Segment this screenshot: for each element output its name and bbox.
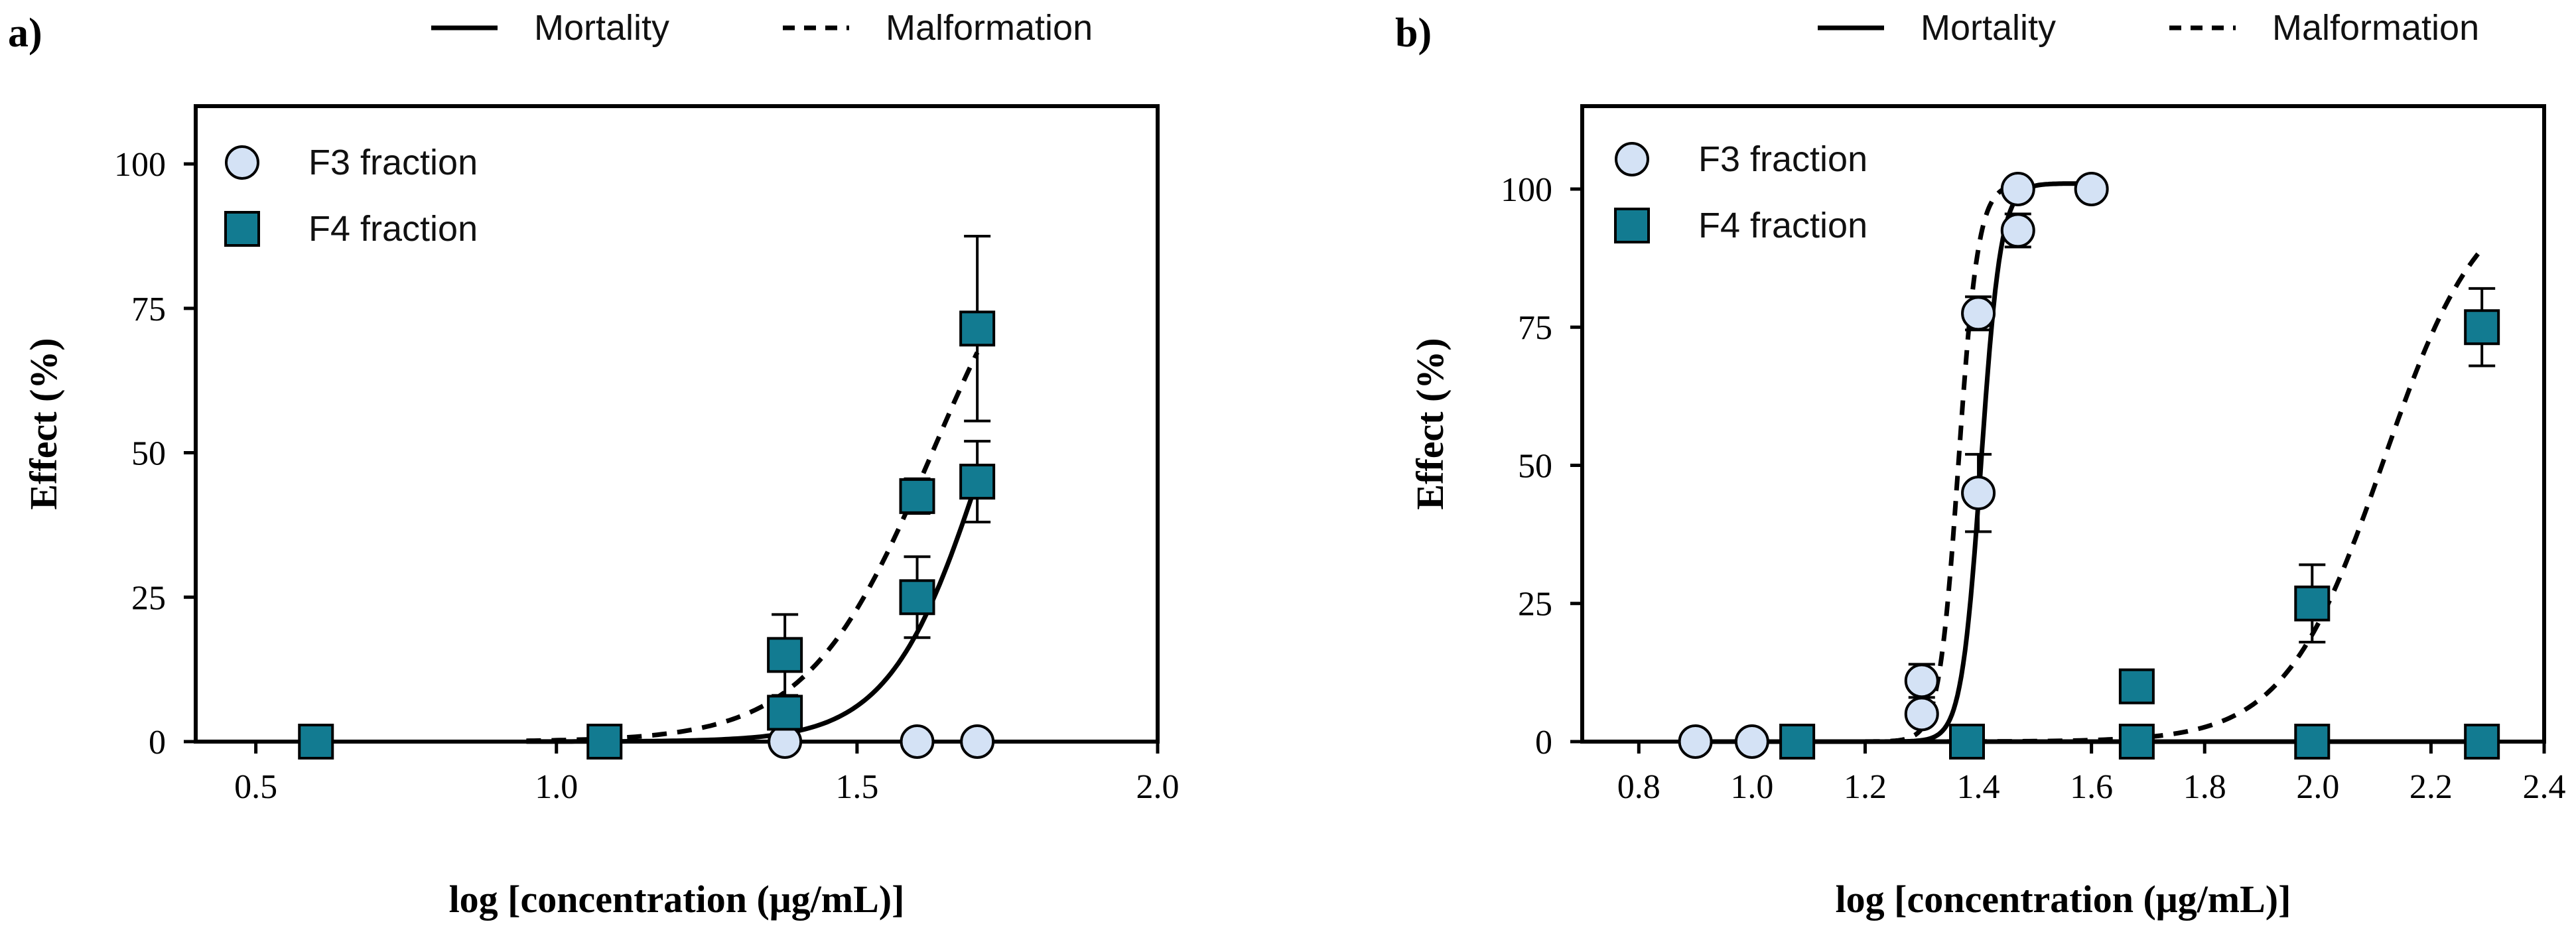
plot-frame <box>1580 104 2546 744</box>
y-tick-label: 25 <box>1518 586 1552 624</box>
x-tick-label: 2.2 <box>2409 768 2453 806</box>
legend-label-circle: F3 fraction <box>308 143 478 182</box>
x-tick-label: 0.5 <box>234 768 277 806</box>
x-axis-title: log [concentration (μg/mL)] <box>1836 878 2291 921</box>
data-point-square <box>1779 724 1816 760</box>
x-tick-label: 2.4 <box>2523 768 2566 806</box>
data-point-square <box>2294 585 2331 622</box>
legend-label-square: F4 fraction <box>1698 206 1867 245</box>
x-tick-label: 1.0 <box>1730 768 1773 806</box>
data-point-square <box>899 579 935 616</box>
y-tick-label: 100 <box>114 146 166 184</box>
x-tick-label: 1.2 <box>1844 768 1887 806</box>
data-point-circle <box>1904 663 1939 698</box>
data-point-square <box>2118 668 2155 704</box>
legend-marker-circle <box>1615 142 1649 176</box>
data-point-square <box>959 310 996 347</box>
fit-curve-dashed <box>1921 247 2484 744</box>
data-point-circle <box>2074 171 2109 206</box>
legend-label-solid: Mortality <box>1921 8 2056 48</box>
data-point-circle <box>2000 213 2035 248</box>
data-point-square <box>767 695 803 731</box>
legend-marker-square <box>224 211 260 247</box>
data-point-square <box>2464 724 2500 760</box>
y-tick-label: 75 <box>131 291 166 328</box>
data-point-square <box>767 637 803 673</box>
x-tick-label: 2.0 <box>1136 768 1180 806</box>
data-point-circle <box>1961 476 1996 511</box>
x-axis-title: log [concentration (μg/mL)] <box>449 878 905 921</box>
x-tick-label: 1.6 <box>2070 768 2113 806</box>
data-point-square <box>2294 724 2331 760</box>
y-tick-label: 50 <box>131 435 166 473</box>
panel-label: a) <box>8 11 42 56</box>
data-point-square <box>899 478 935 514</box>
y-tick-label: 0 <box>149 724 166 762</box>
legend-marker-square <box>1614 208 1650 243</box>
panel-label: b) <box>1395 11 1432 56</box>
y-axis-title: Effect (%) <box>22 338 65 509</box>
data-point-circle <box>900 724 935 759</box>
data-point-square <box>1949 724 1985 760</box>
y-tick-label: 100 <box>1501 171 1552 209</box>
fit-curve-dashed <box>526 351 980 744</box>
x-tick-label: 2.0 <box>2296 768 2339 806</box>
data-point-square <box>2464 309 2500 346</box>
legend-label-dashed: Malformation <box>886 8 1093 48</box>
x-tick-label: 1.5 <box>835 768 878 806</box>
x-tick-label: 1.8 <box>2183 768 2226 806</box>
data-point-circle <box>2000 171 2035 206</box>
data-point-circle <box>1961 296 1996 331</box>
legend-marker-circle <box>225 145 259 180</box>
y-tick-label: 0 <box>1535 724 1552 762</box>
legend-label-square: F4 fraction <box>308 209 478 249</box>
data-point-circle <box>1678 724 1713 759</box>
data-point-square <box>2118 724 2155 760</box>
y-tick-label: 50 <box>1518 447 1552 485</box>
legend-label-circle: F3 fraction <box>1698 139 1867 179</box>
fit-curve-dashed <box>1865 182 2019 744</box>
y-axis-title: Effect (%) <box>1408 338 1452 509</box>
data-point-circle <box>1904 697 1939 732</box>
data-point-circle <box>1734 724 1769 759</box>
data-point-square <box>959 464 996 500</box>
x-tick-label: 0.8 <box>1617 768 1661 806</box>
legend-label-solid: Mortality <box>534 8 669 48</box>
x-tick-label: 1.0 <box>535 768 578 806</box>
data-point-square <box>298 724 334 760</box>
data-point-square <box>586 724 623 760</box>
y-tick-label: 75 <box>1518 309 1552 347</box>
y-tick-label: 25 <box>131 579 166 617</box>
plot-frame <box>194 104 1160 744</box>
legend-label-dashed: Malformation <box>2272 8 2479 48</box>
data-point-circle <box>960 724 995 759</box>
x-tick-label: 1.4 <box>1957 768 2000 806</box>
